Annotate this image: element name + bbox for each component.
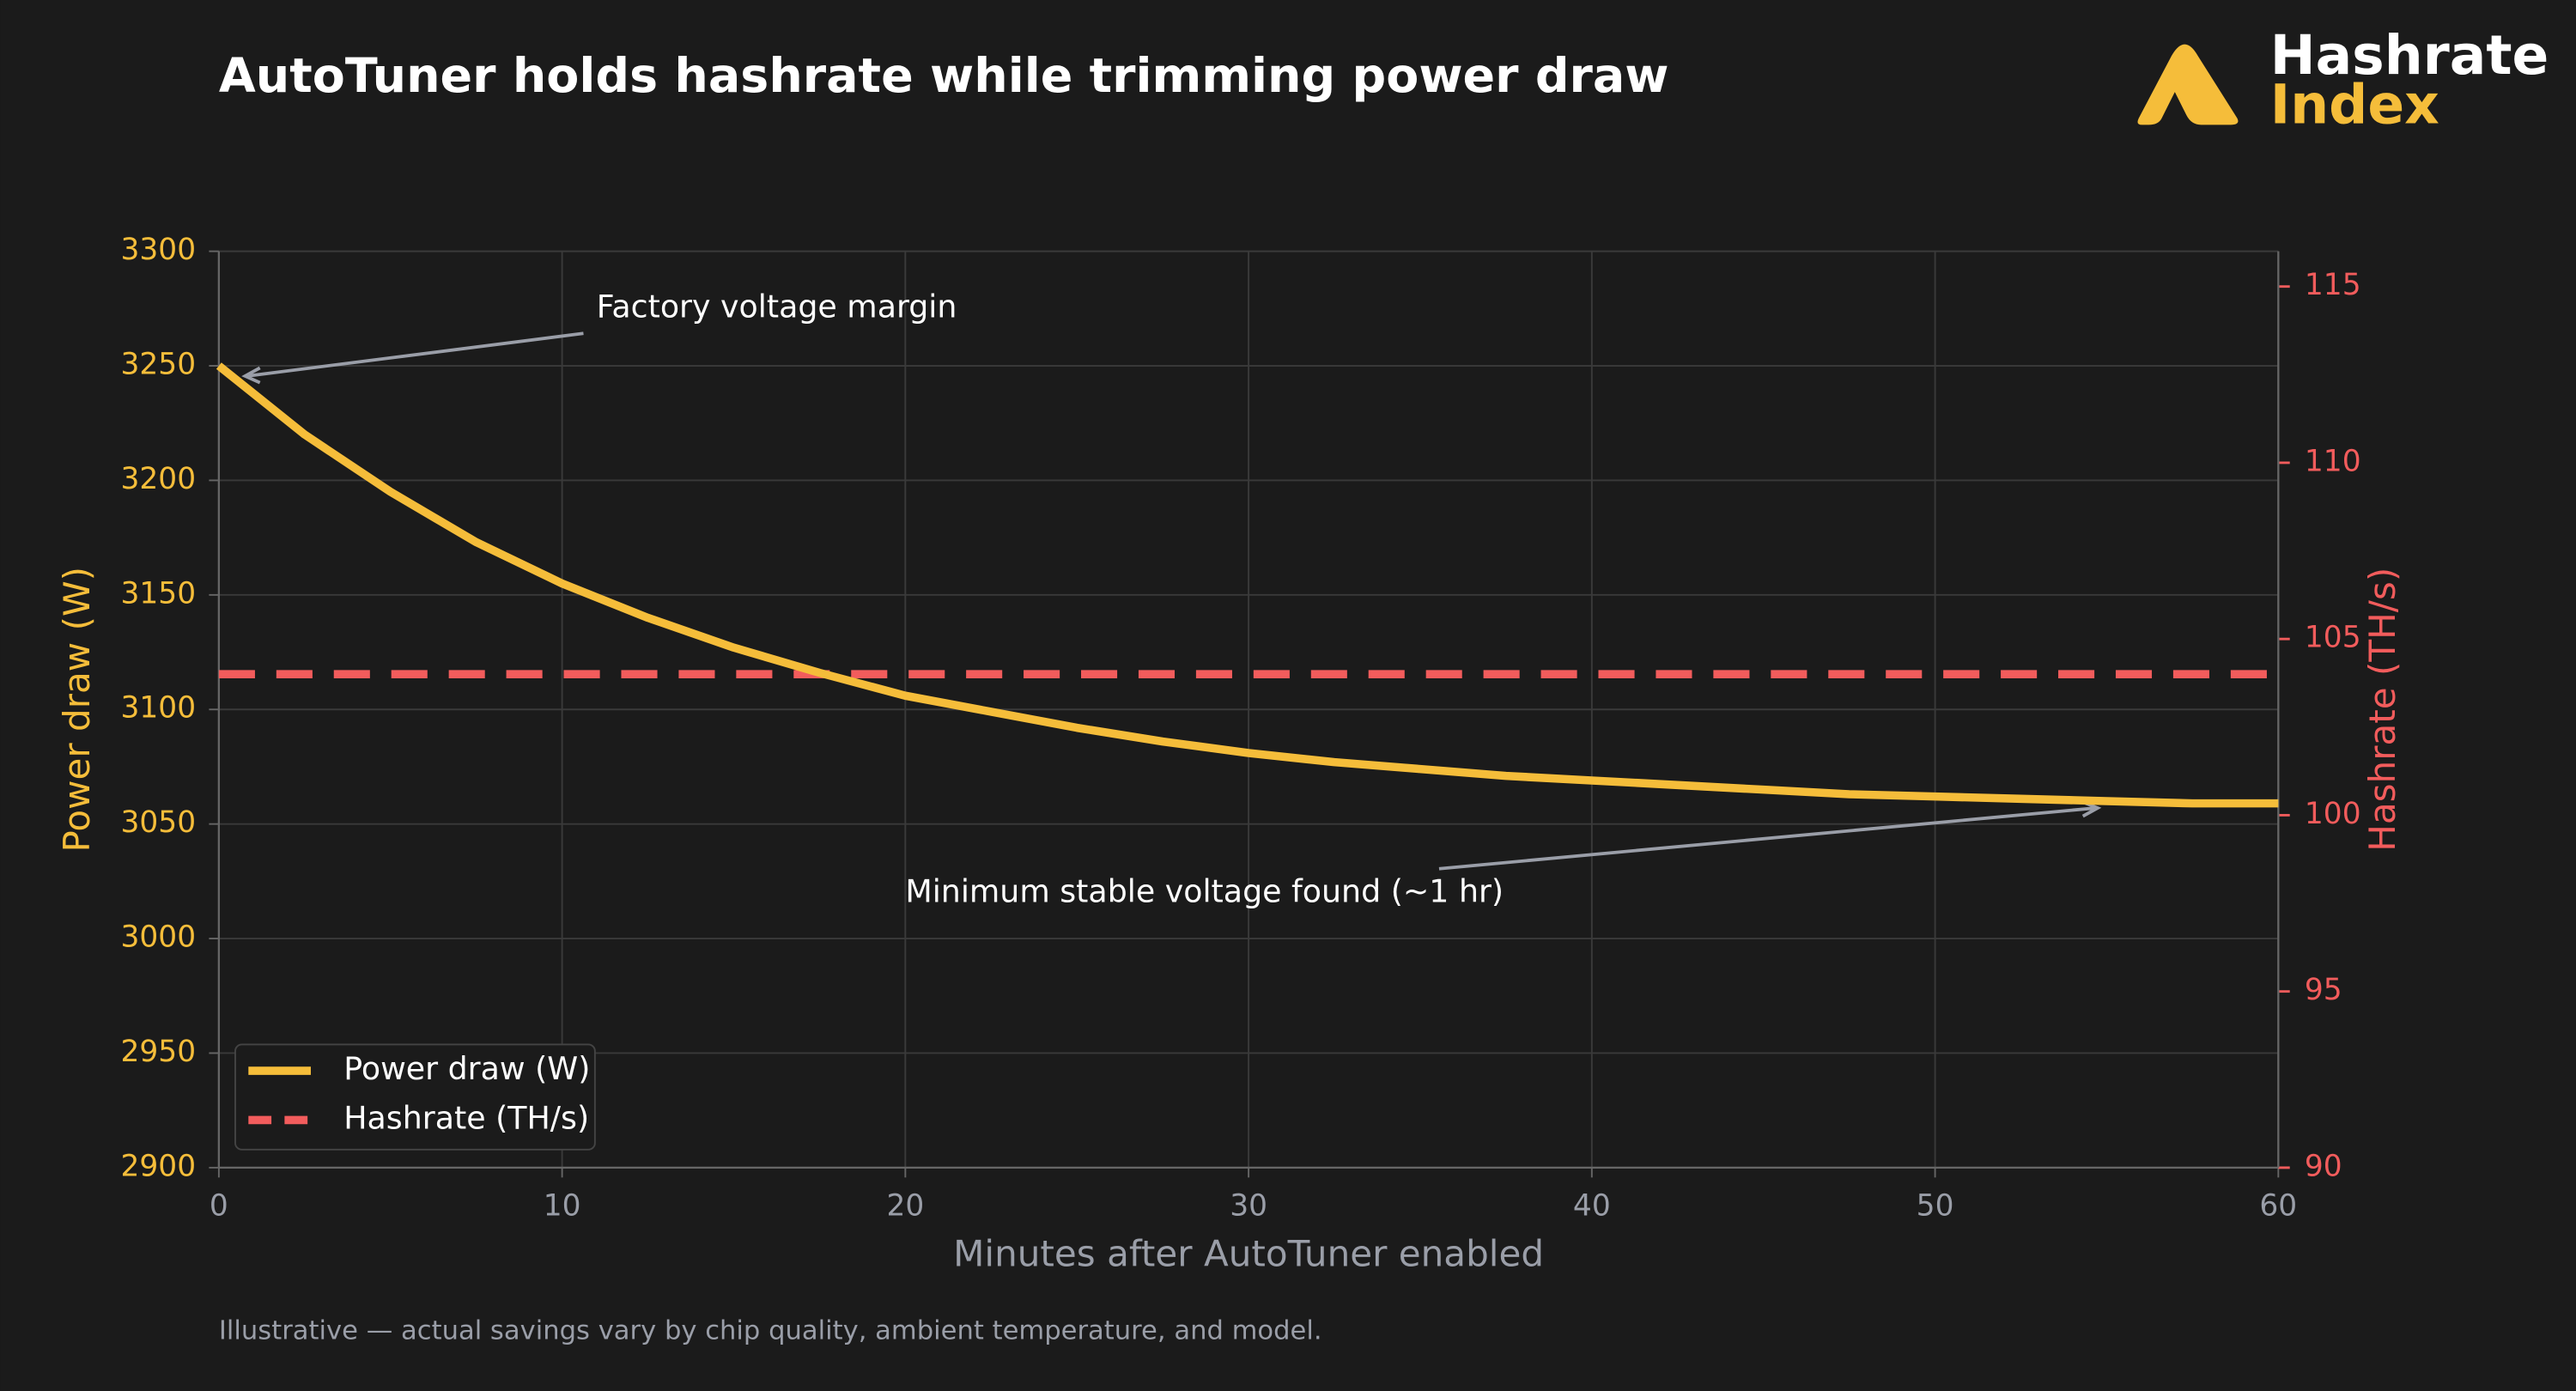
legend-label: Power draw (W) xyxy=(343,1050,590,1087)
y-tick-label: 3150 xyxy=(121,576,197,610)
x-tick-label: 10 xyxy=(544,1188,581,1223)
y2-tick-label: 115 xyxy=(2305,268,2361,302)
y-tick-label: 3000 xyxy=(121,920,197,955)
annotation: Factory voltage margin xyxy=(597,289,957,325)
footnote: Illustrative — actual savings vary by ch… xyxy=(219,1316,1322,1346)
x-tick-label: 50 xyxy=(1917,1188,1954,1223)
x-tick-label: 0 xyxy=(210,1188,228,1223)
x-tick-label: 20 xyxy=(886,1188,924,1223)
series-line xyxy=(216,362,2279,808)
y-tick-label: 3200 xyxy=(121,462,197,496)
annotation-arrow xyxy=(1438,806,2097,871)
y2-tick-label: 110 xyxy=(2305,444,2361,478)
y-tick-label: 2950 xyxy=(121,1035,197,1069)
legend-box xyxy=(234,1043,596,1151)
y-tick-label: 2900 xyxy=(121,1149,197,1183)
y-axis-label: Power draw (W) xyxy=(56,567,98,853)
y2-axis-label: Hashrate (TH/s) xyxy=(2361,568,2403,852)
y-tick-label: 3050 xyxy=(121,805,197,840)
annotation-arrow xyxy=(241,366,261,385)
logo-text: Index xyxy=(2270,72,2439,136)
annotation-arrow xyxy=(246,331,584,378)
x-axis-label: Minutes after AutoTuner enabled xyxy=(953,1233,1544,1275)
y-tick-label: 3250 xyxy=(121,348,197,382)
grid xyxy=(217,250,2280,1169)
chart-title: AutoTuner holds hashrate while trimming … xyxy=(219,49,1669,104)
y2-tick-label: 105 xyxy=(2305,621,2361,655)
y-tick-label: 3300 xyxy=(121,233,197,267)
x-tick-label: 30 xyxy=(1230,1188,1267,1223)
logo-icon xyxy=(2137,44,2239,125)
legend-label: Hashrate (TH/s) xyxy=(343,1099,589,1136)
legend: Power draw (W) Hashrate (TH/s) xyxy=(234,1043,596,1151)
y2-tick-label: 95 xyxy=(2305,973,2342,1007)
logo-text: Hashrate xyxy=(2270,23,2549,87)
y2-tick-label: 90 xyxy=(2305,1149,2342,1183)
x-tick-label: 40 xyxy=(1573,1188,1611,1223)
x-tick-label: 60 xyxy=(2259,1188,2297,1223)
logo: Hashrate Index xyxy=(2137,23,2549,136)
y2-tick-label: 100 xyxy=(2305,797,2361,831)
y-tick-label: 3100 xyxy=(121,691,197,726)
annotation: Minimum stable voltage found (~1 hr) xyxy=(905,872,1504,909)
